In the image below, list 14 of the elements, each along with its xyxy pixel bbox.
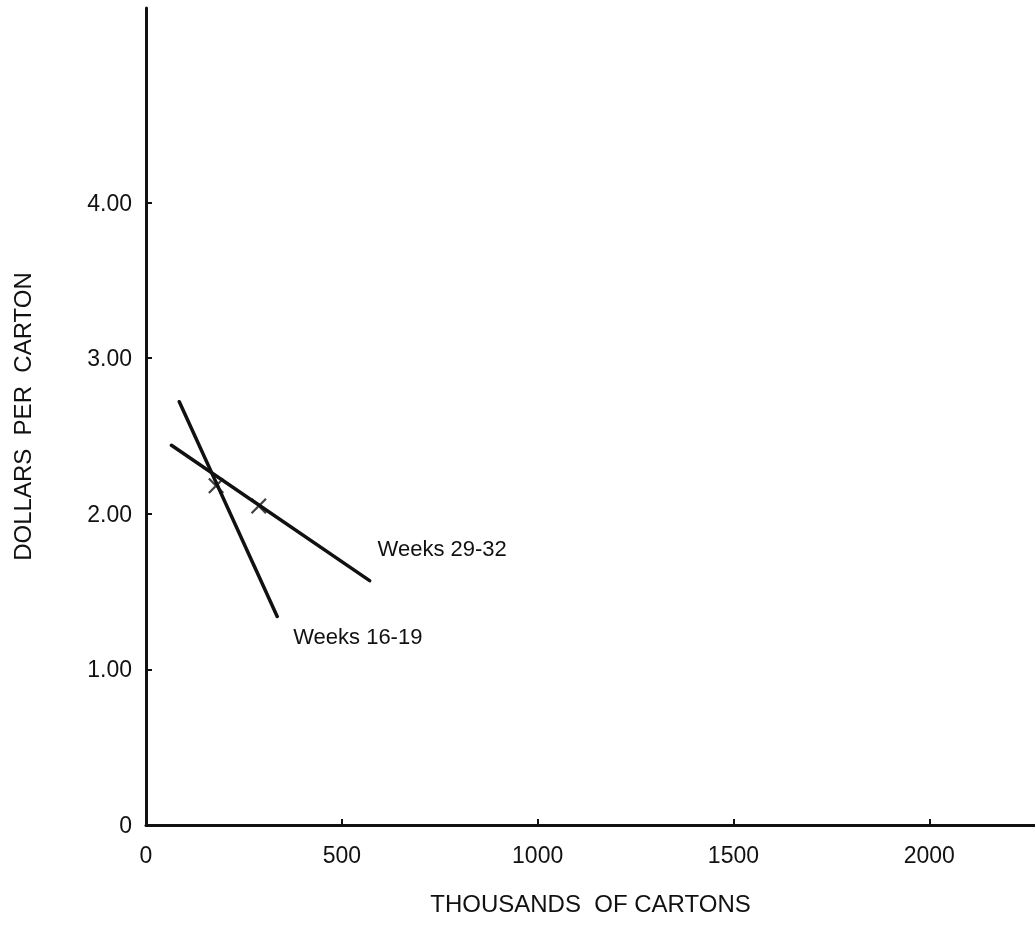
x-tick-label: 1000 [512, 841, 564, 868]
y-axis-title: DOLLARS PER CARTON [8, 272, 36, 561]
x-tick-label: 2000 [903, 841, 955, 868]
y-tick-label: 4.00 [87, 189, 132, 216]
series-label: Weeks 16-19 [293, 623, 423, 649]
x-tick-label: 1500 [707, 841, 760, 868]
y-tick-label: 3.00 [87, 345, 132, 372]
x-tick-label: 0 [139, 841, 153, 868]
x-tick-label: 500 [322, 841, 361, 868]
y-tick-label: 2.00 [87, 500, 132, 527]
x-axis-title: THOUSANDS OF CARTONS [430, 889, 751, 917]
series-label: Weeks 29-32 [377, 536, 507, 562]
y-tick-label: 1.00 [87, 656, 132, 683]
y-tick-label: 0 [119, 812, 132, 838]
